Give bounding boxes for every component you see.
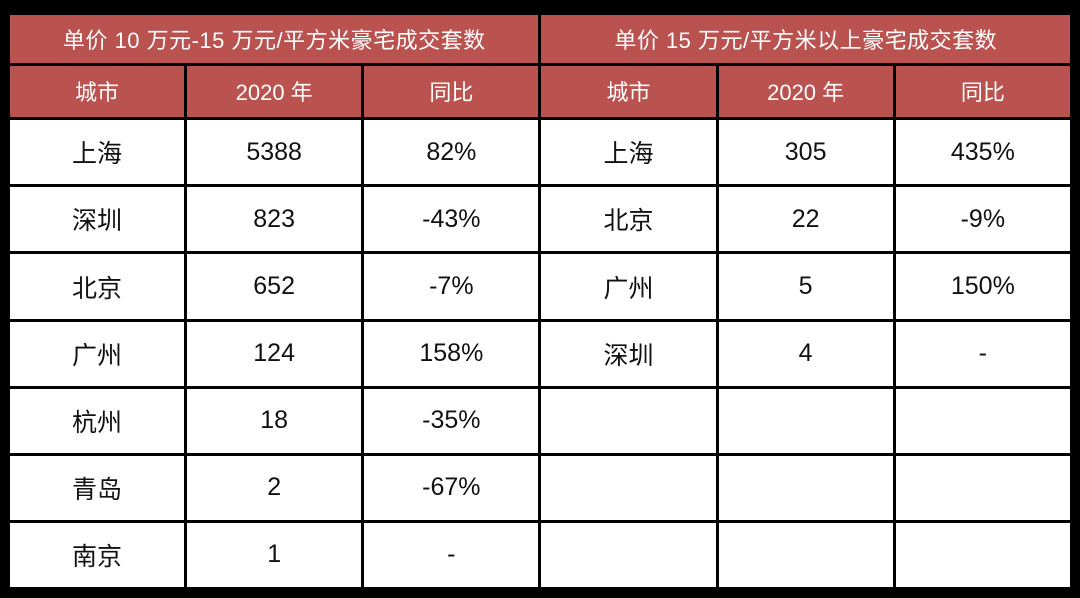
right-city-cell: 北京 (538, 184, 719, 255)
left-city-cell: 南京 (6, 519, 188, 591)
table-row: 青岛 2 -67% (6, 452, 1074, 523)
left-2020-cell: 652 (184, 251, 365, 322)
right-city-cell (538, 385, 719, 456)
left-2020-cell: 18 (184, 385, 365, 456)
right-2020-cell: 305 (715, 117, 896, 188)
right-yoy-cell: - (892, 318, 1074, 389)
table-row: 广州 124 158% 深圳 4 - (6, 318, 1074, 389)
right-city-cell (538, 519, 719, 591)
left-header-yoy: 同比 (361, 62, 542, 121)
right-header-2020: 2020 年 (715, 62, 896, 121)
left-yoy-cell: 82% (361, 117, 542, 188)
right-yoy-cell: 150% (892, 251, 1074, 322)
column-header-row: 城市 2020 年 同比 城市 2020 年 同比 (6, 62, 1074, 121)
left-city-cell: 青岛 (6, 452, 188, 523)
right-2020-cell: 22 (715, 184, 896, 255)
right-2020-cell (715, 519, 896, 591)
right-2020-cell (715, 385, 896, 456)
right-city-cell (538, 452, 719, 523)
right-city-cell: 广州 (538, 251, 719, 322)
table-row: 北京 652 -7% 广州 5 150% (6, 251, 1074, 322)
left-yoy-cell: 158% (361, 318, 542, 389)
left-yoy-cell: - (361, 519, 542, 591)
table-row: 上海 5388 82% 上海 305 435% (6, 117, 1074, 188)
left-header-2020: 2020 年 (184, 62, 365, 121)
left-city-cell: 广州 (6, 318, 188, 389)
right-2020-cell: 4 (715, 318, 896, 389)
right-yoy-cell (892, 385, 1074, 456)
table-title-row: 单价 10 万元-15 万元/平方米豪宅成交套数 单价 15 万元/平方米以上豪… (6, 12, 1073, 66)
right-yoy-cell: -9% (892, 184, 1074, 255)
right-city-cell: 上海 (538, 117, 719, 188)
right-table-title: 单价 15 万元/平方米以上豪宅成交套数 (538, 12, 1073, 66)
left-yoy-cell: -35% (361, 385, 542, 456)
left-table-title: 单价 10 万元-15 万元/平方米豪宅成交套数 (6, 12, 542, 66)
right-city-cell: 深圳 (538, 318, 719, 389)
luxury-home-sales-table: 单价 10 万元-15 万元/平方米豪宅成交套数 单价 15 万元/平方米以上豪… (6, 12, 1074, 591)
right-2020-cell (715, 452, 896, 523)
left-yoy-cell: -7% (361, 251, 542, 322)
left-2020-cell: 2 (184, 452, 365, 523)
right-header-yoy: 同比 (892, 62, 1074, 121)
left-city-cell: 深圳 (6, 184, 188, 255)
right-2020-cell: 5 (715, 251, 896, 322)
left-2020-cell: 1 (184, 519, 365, 591)
left-2020-cell: 823 (184, 184, 365, 255)
left-yoy-cell: -67% (361, 452, 542, 523)
left-city-cell: 杭州 (6, 385, 188, 456)
left-2020-cell: 124 (184, 318, 365, 389)
left-yoy-cell: -43% (361, 184, 542, 255)
left-2020-cell: 5388 (184, 117, 365, 188)
right-header-city: 城市 (538, 62, 719, 121)
table-row: 南京 1 - (6, 519, 1074, 591)
table-row: 杭州 18 -35% (6, 385, 1074, 456)
right-yoy-cell (892, 452, 1074, 523)
left-city-cell: 上海 (6, 117, 188, 188)
right-yoy-cell (892, 519, 1074, 591)
left-header-city: 城市 (6, 62, 188, 121)
left-city-cell: 北京 (6, 251, 188, 322)
table-row: 深圳 823 -43% 北京 22 -9% (6, 184, 1074, 255)
right-yoy-cell: 435% (892, 117, 1074, 188)
